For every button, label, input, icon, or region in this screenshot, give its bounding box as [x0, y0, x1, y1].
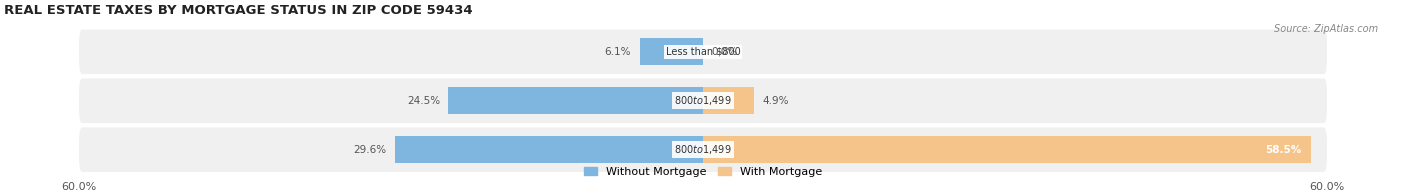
Text: 58.5%: 58.5%	[1265, 145, 1301, 155]
Bar	[395, 136, 703, 163]
Text: REAL ESTATE TAXES BY MORTGAGE STATUS IN ZIP CODE 59434: REAL ESTATE TAXES BY MORTGAGE STATUS IN …	[4, 4, 472, 17]
Text: $800 to $1,499: $800 to $1,499	[675, 94, 731, 107]
Bar	[640, 38, 703, 65]
Text: 4.9%: 4.9%	[762, 96, 789, 106]
Text: 24.5%: 24.5%	[406, 96, 440, 106]
FancyBboxPatch shape	[79, 127, 1327, 172]
Text: 6.1%: 6.1%	[605, 47, 631, 57]
Text: 29.6%: 29.6%	[354, 145, 387, 155]
Bar	[703, 87, 754, 114]
Bar	[703, 136, 1312, 163]
Text: 0.0%: 0.0%	[711, 47, 738, 57]
Legend: Without Mortgage, With Mortgage: Without Mortgage, With Mortgage	[579, 162, 827, 181]
Text: $800 to $1,499: $800 to $1,499	[675, 143, 731, 156]
FancyBboxPatch shape	[79, 30, 1327, 74]
Text: Less than $800: Less than $800	[665, 47, 741, 57]
FancyBboxPatch shape	[79, 79, 1327, 123]
Bar	[449, 87, 703, 114]
Text: Source: ZipAtlas.com: Source: ZipAtlas.com	[1274, 24, 1378, 34]
